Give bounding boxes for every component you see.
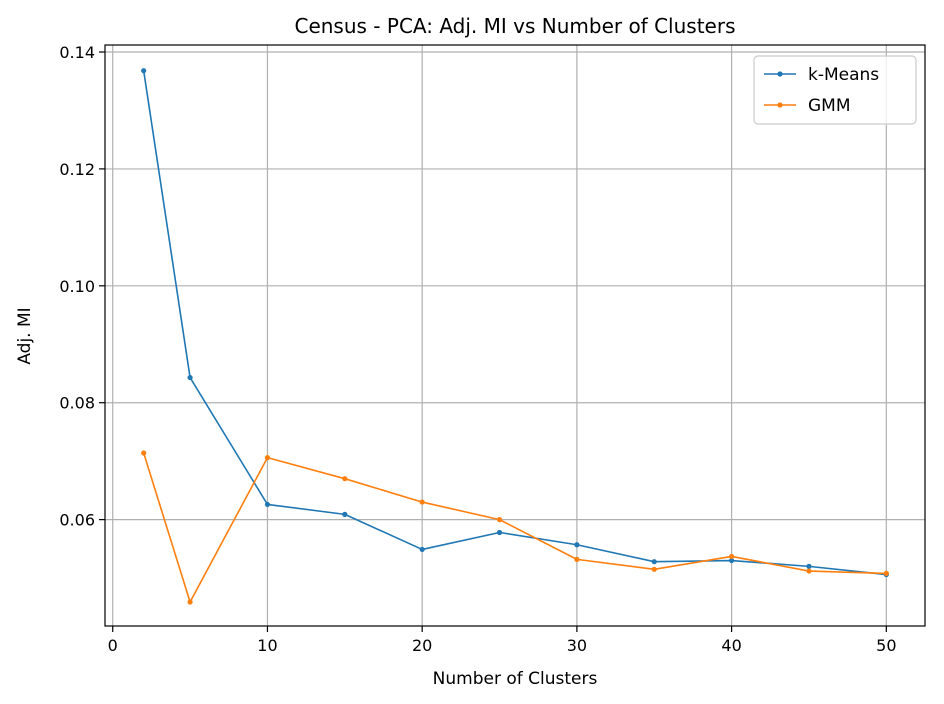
data-point-k-means [141,68,147,74]
chart-title: Census - PCA: Adj. MI vs Number of Clust… [294,14,735,38]
data-point-gmm [264,455,271,461]
data-point-gmm [729,553,735,560]
legend-label: k-Means [808,65,879,85]
data-point-k-means [806,563,812,569]
data-point-k-means [419,546,425,553]
data-point-gmm [141,450,147,456]
x-tick-label: 40 [721,636,741,655]
x-tick-label: 0 [108,636,118,655]
plot-frame [104,44,926,627]
x-axis-label: Number of Clusters [433,669,598,689]
y-tick-label: 0.06 [59,511,95,530]
legend-marker [777,71,783,77]
legend-label: GMM [808,96,851,116]
y-axis-label: Adj. MI [15,307,35,364]
legend-marker [777,102,783,108]
data-point-k-means [342,511,348,517]
x-tick-label: 20 [412,636,432,655]
data-point-gmm [342,476,348,482]
data-point-k-means [187,374,193,381]
data-point-k-means [496,529,503,536]
series-layer [141,68,889,605]
data-point-gmm [574,556,580,562]
series-line-gmm [142,452,887,603]
series-line-k-means [142,70,887,576]
data-point-k-means [651,559,657,565]
data-point-gmm [806,568,812,574]
axis-ticks: 0 10 20 30 40 50 0.06 0.08 0.10 0.12 0.14 [59,43,896,655]
x-tick-label: 30 [567,636,587,655]
y-tick-label: 0.12 [59,160,95,179]
data-point-gmm [883,570,889,576]
x-tick-label: 50 [876,636,896,655]
data-point-gmm [419,499,425,505]
data-point-gmm [651,566,657,572]
legend: k-Means GMM [753,55,917,125]
data-point-k-means [574,542,580,548]
data-point-k-means [729,557,735,564]
y-tick-label: 0.14 [59,43,95,62]
legend-item-k-means: k-Means [764,65,879,85]
data-point-k-means [264,501,271,508]
series-k-means [141,68,889,578]
grid [105,45,925,626]
legend-box [753,55,917,125]
legend-item-gmm: GMM [764,96,851,116]
series-gmm [141,450,889,605]
y-tick-label: 0.08 [59,394,95,413]
data-point-gmm [496,517,503,523]
x-tick-label: 10 [257,636,277,655]
y-tick-label: 0.10 [59,277,95,296]
data-point-gmm [187,599,193,605]
